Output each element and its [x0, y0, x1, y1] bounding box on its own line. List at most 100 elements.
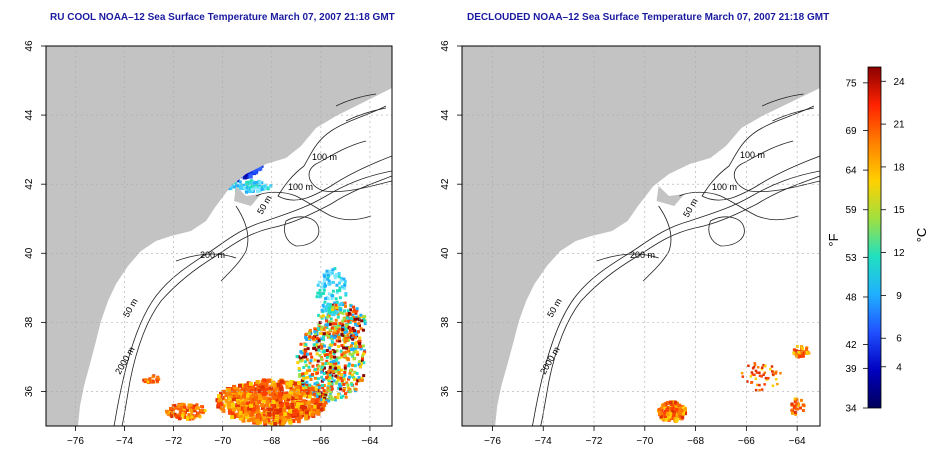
sst-pixel: [231, 397, 236, 402]
sst-pixel: [795, 349, 799, 353]
sst-pixel: [236, 400, 241, 405]
sst-pixel: [238, 415, 243, 420]
sst-pixel: [340, 355, 344, 359]
sst-pixel: [795, 354, 799, 358]
sst-pixel: [353, 377, 357, 381]
sst-pixel: [303, 371, 307, 375]
sst-pixel: [330, 376, 334, 380]
sst-pixel: [330, 380, 334, 384]
sst-pixel: [331, 311, 335, 315]
sst-pixel: [328, 334, 332, 338]
sst-pixel: [339, 279, 343, 283]
sst-pixel: [249, 170, 254, 175]
sst-pixel: [301, 399, 306, 404]
x-tick-label: −66: [738, 436, 755, 447]
sst-pixel: [659, 408, 664, 413]
sst-pixel: [333, 276, 337, 280]
sst-pixel: [249, 179, 253, 183]
sst-pixel: [747, 364, 750, 368]
sst-pixel: [343, 340, 347, 344]
sst-pixel: [257, 397, 262, 402]
sst-pixel: [322, 384, 326, 388]
sst-pixel: [310, 412, 315, 417]
sst-pixel: [354, 322, 358, 326]
sst-pixel: [665, 401, 670, 405]
fahrenheit-tick-label: 53: [845, 253, 857, 264]
sst-pixel: [263, 186, 267, 190]
sst-pixel: [336, 306, 340, 310]
sst-pixel: [305, 358, 309, 362]
sst-pixel: [253, 181, 257, 185]
sst-pixel: [258, 391, 263, 396]
sst-pixel: [336, 378, 340, 382]
sst-pixel: [309, 404, 314, 409]
sst-pixel: [313, 376, 317, 380]
map-frame: [45, 45, 393, 427]
sst-pixel: [289, 379, 294, 384]
sst-pixel: [339, 308, 343, 312]
sst-pixel: [315, 367, 319, 371]
sst-pixel: [771, 373, 775, 376]
y-tick-label: 44: [440, 109, 451, 121]
sst-pixel: [245, 401, 250, 406]
sst-pixel: [325, 269, 329, 273]
sst-pixel: [336, 345, 340, 349]
sst-pixel: [740, 371, 744, 375]
sst-pixel: [330, 340, 334, 344]
sst-pixel: [774, 372, 778, 375]
sst-pixel: [241, 401, 246, 406]
contour-label: 100 m: [712, 182, 737, 192]
sst-pixel: [237, 383, 242, 388]
sst-pixel: [311, 372, 315, 376]
sst-pixel: [278, 397, 283, 402]
sst-pixel: [750, 371, 754, 374]
sst-pixel: [299, 342, 303, 346]
sst-pixel: [353, 336, 357, 340]
sst-pixel: [304, 416, 309, 421]
sst-pixel: [266, 418, 271, 423]
sst-pixel: [363, 350, 367, 354]
sst-pixel: [799, 354, 803, 358]
sst-pixel: [345, 316, 349, 320]
sst-pixel: [306, 407, 311, 412]
sst-pixel: [331, 368, 335, 372]
sst-pixel: [348, 331, 352, 335]
sst-pixel: [218, 398, 223, 403]
sst-pixel: [356, 352, 360, 356]
sst-pixel: [315, 295, 319, 299]
sst-pixel: [282, 408, 287, 413]
sst-pixel: [330, 334, 334, 338]
y-tick-label: 46: [440, 40, 451, 52]
sst-pixel: [663, 414, 667, 419]
sst-pixel: [182, 403, 186, 407]
sst-pixel: [793, 397, 797, 401]
sst-pixel: [351, 342, 355, 346]
sst-pixel: [342, 277, 346, 281]
sst-pixel: [339, 368, 343, 372]
sst-pixel: [312, 343, 316, 347]
sst-pixel: [261, 378, 266, 383]
sst-pixel: [361, 354, 365, 358]
map-title-declouded: DECLOUDED NOAA–12 Sea Surface Temperatur…: [467, 12, 830, 23]
sst-pixel: [302, 366, 306, 370]
sst-pixel: [679, 404, 684, 409]
sst-pixel: [355, 350, 359, 354]
sst-pixel: [319, 370, 323, 374]
sst-pixel: [258, 382, 263, 387]
sst-pixel: [276, 382, 281, 387]
sst-pixel: [331, 268, 335, 272]
sst-pixel: [362, 317, 366, 321]
sst-pixel: [351, 326, 355, 330]
sst-pixel: [311, 336, 315, 340]
sst-pixel: [228, 410, 233, 415]
sst-pixel: [234, 393, 239, 398]
sst-pixel: [303, 360, 307, 364]
sst-pixel: [295, 354, 299, 358]
sst-pixel: [746, 380, 749, 383]
sst-pixel: [330, 336, 334, 340]
sst-pixel: [261, 185, 265, 189]
sst-pixel: [793, 404, 797, 408]
sst-pixel: [240, 405, 245, 410]
sst-pixel: [316, 405, 321, 410]
sst-pixel: [227, 388, 232, 393]
